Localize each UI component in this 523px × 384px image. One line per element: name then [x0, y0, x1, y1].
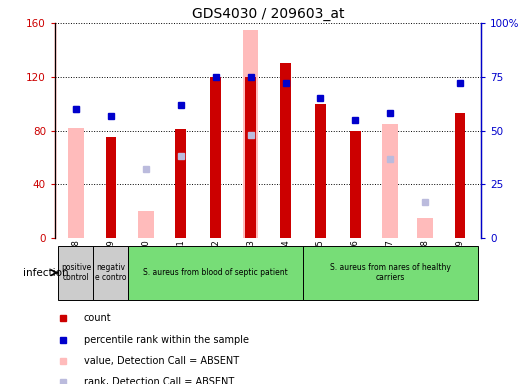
Bar: [315, 104, 326, 238]
Text: percentile rank within the sample: percentile rank within the sample: [84, 334, 248, 345]
Text: rank, Detection Call = ABSENT: rank, Detection Call = ABSENT: [84, 377, 234, 384]
Title: GDS4030 / 209603_at: GDS4030 / 209603_at: [192, 7, 344, 21]
Bar: [128, 246, 303, 300]
Bar: [455, 113, 465, 238]
Bar: [382, 124, 398, 238]
Bar: [417, 218, 433, 238]
Bar: [350, 131, 361, 238]
Text: negativ
e contro: negativ e contro: [95, 263, 127, 282]
Bar: [106, 137, 116, 238]
Bar: [138, 211, 154, 238]
Text: infection: infection: [24, 268, 69, 278]
Bar: [243, 30, 258, 238]
Bar: [245, 77, 256, 238]
Text: positive
control: positive control: [61, 263, 91, 282]
Bar: [59, 246, 93, 300]
Text: S. aureus from blood of septic patient: S. aureus from blood of septic patient: [143, 268, 288, 277]
Bar: [93, 246, 128, 300]
Bar: [280, 63, 291, 238]
Bar: [210, 77, 221, 238]
Bar: [303, 246, 477, 300]
Bar: [68, 128, 84, 238]
Bar: [175, 129, 186, 238]
Text: value, Detection Call = ABSENT: value, Detection Call = ABSENT: [84, 356, 239, 366]
Text: S. aureus from nares of healthy
carriers: S. aureus from nares of healthy carriers: [330, 263, 451, 282]
Text: count: count: [84, 313, 111, 323]
